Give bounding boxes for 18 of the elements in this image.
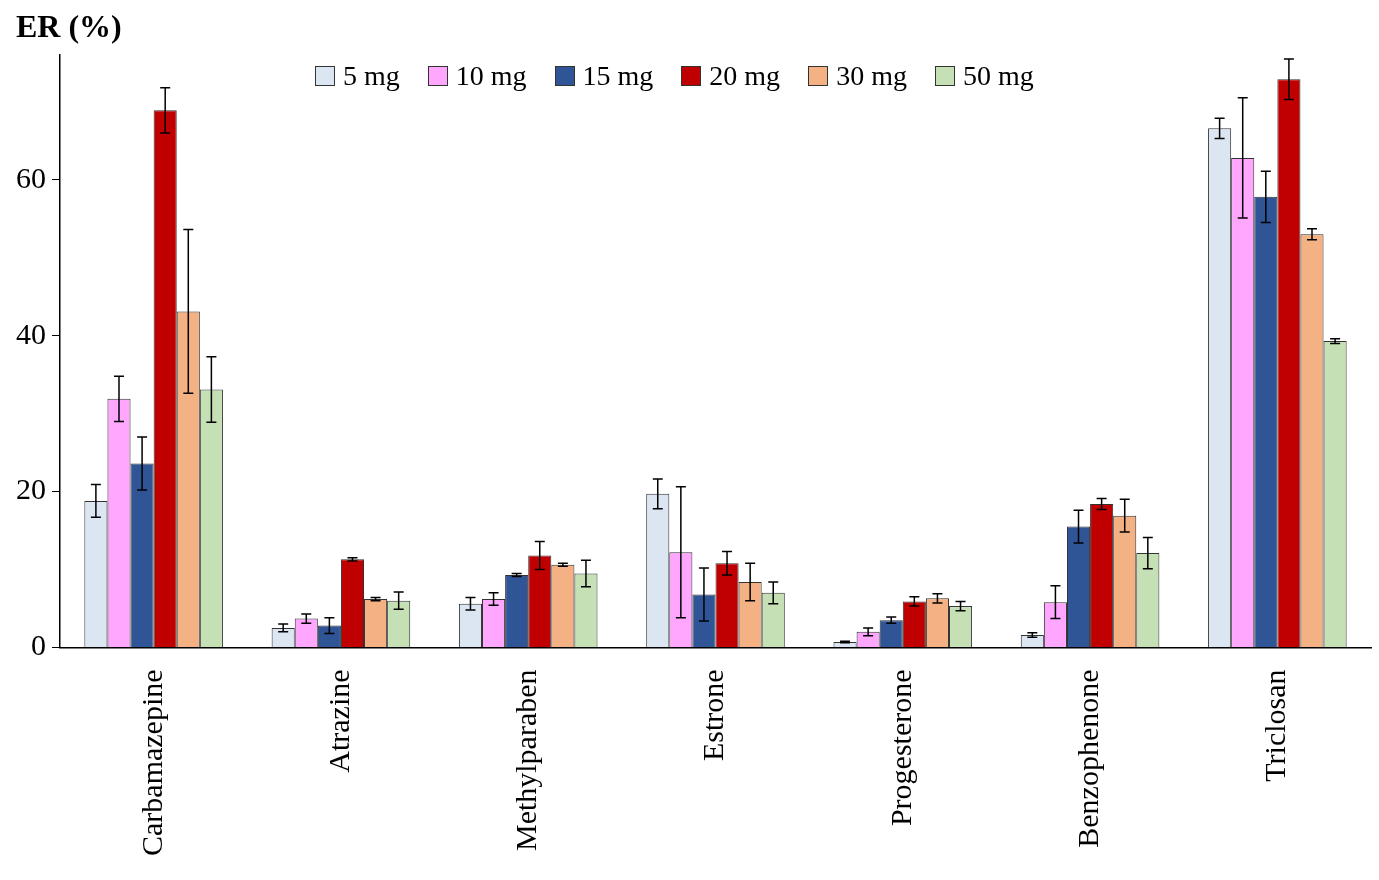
y-tick-label: 60 (16, 160, 46, 194)
y-tick-label: 40 (16, 316, 46, 350)
legend-label: 30 mg (836, 60, 907, 92)
x-tick-label: Atrazine (321, 669, 355, 773)
legend-label: 15 mg (582, 60, 654, 92)
x-tick-label: Triclosan (1258, 669, 1292, 782)
y-axis-title: ER (%) (16, 8, 122, 45)
legend-label: 10 mg (455, 60, 527, 92)
y-tick-label: 20 (16, 472, 46, 506)
legend-label: 50 mg (962, 60, 1034, 92)
x-tick-label: Progesterone (883, 669, 917, 827)
y-tick-label: 0 (31, 628, 46, 662)
x-tick-label: Estrone (696, 669, 730, 762)
x-tick-label: Methylparaben (509, 669, 543, 852)
x-tick-label: Benzophenone (1070, 669, 1104, 848)
x-tick-label: Carbamazepine (134, 669, 168, 856)
legend-label: 20 mg (709, 60, 781, 92)
legend-label: 5 mg (343, 60, 400, 92)
